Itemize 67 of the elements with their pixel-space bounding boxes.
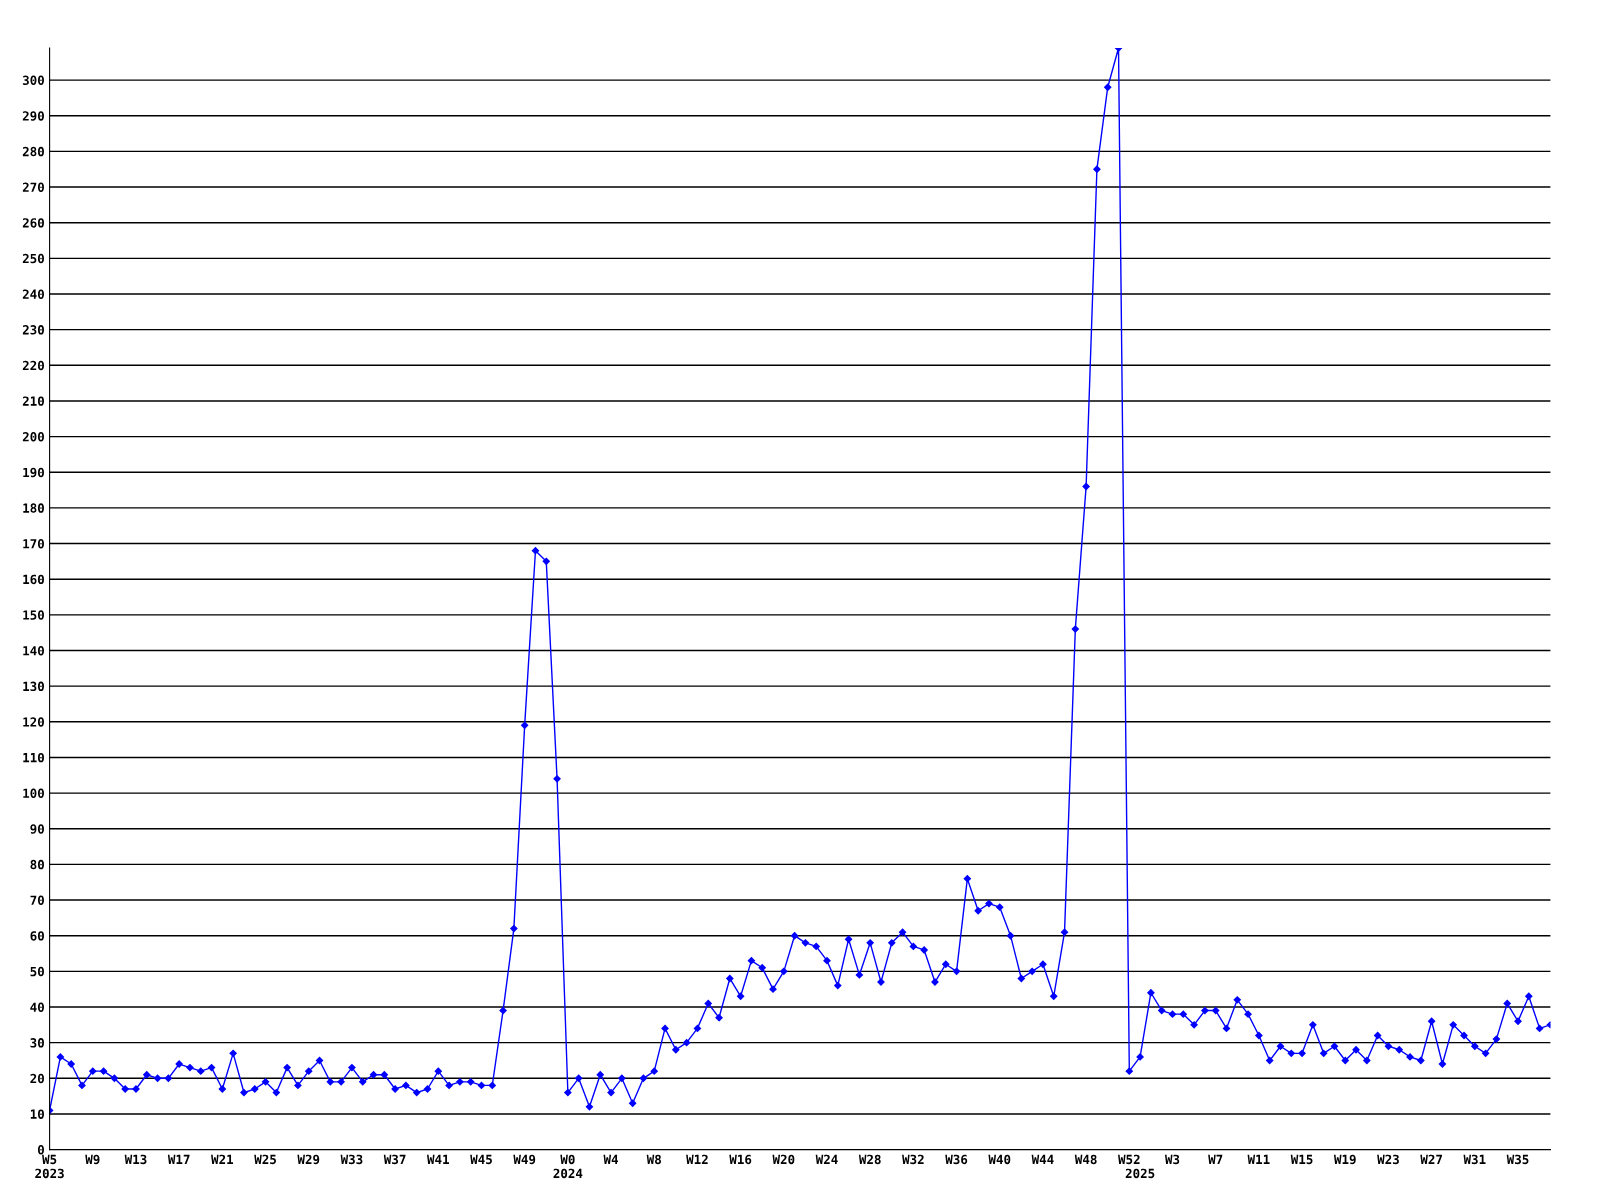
y-tick-label: 110 bbox=[23, 752, 44, 763]
x-tick-label: W11 bbox=[1247, 1154, 1270, 1164]
x-tick-label: W13 bbox=[124, 1154, 147, 1165]
y-tick-label: 200 bbox=[22, 432, 44, 442]
x-tick-label: W23 bbox=[1377, 1154, 1399, 1165]
y-tick-label: 260 bbox=[22, 218, 44, 228]
x-tick-label: W37 bbox=[383, 1154, 406, 1165]
x-tick-label: W49 bbox=[513, 1154, 536, 1165]
y-tick-label: 300 bbox=[22, 75, 44, 86]
y-tick-label: 40 bbox=[30, 1002, 44, 1012]
x-tick-label: W3 bbox=[1164, 1154, 1180, 1165]
y-tick-label: 140 bbox=[23, 645, 44, 656]
x-tick-label: W29 bbox=[297, 1154, 320, 1165]
x-tick-label: W25 bbox=[254, 1154, 276, 1165]
x-tick-label: W8 bbox=[646, 1154, 661, 1165]
y-tick-label: 280 bbox=[22, 146, 44, 157]
y-tick-label: 50 bbox=[30, 966, 44, 977]
x-tick-label: W9 bbox=[85, 1154, 100, 1165]
y-tick-label: 290 bbox=[22, 111, 44, 121]
x-tick-label: W4 bbox=[603, 1154, 619, 1164]
x-tick-label: W17 bbox=[167, 1154, 190, 1164]
x-tick-label: W35 bbox=[1506, 1154, 1529, 1165]
y-tick-label: 80 bbox=[30, 859, 44, 870]
x-tick-label: W40 bbox=[988, 1154, 1011, 1165]
x-tick-label: W5 2023 bbox=[35, 1154, 64, 1179]
y-tick-label: 210 bbox=[22, 396, 44, 406]
y-tick-label: 20 bbox=[30, 1073, 44, 1084]
y-tick-label: 120 bbox=[23, 717, 44, 727]
x-tick-label: W12 bbox=[686, 1154, 708, 1164]
x-tick-label: W0 2024 bbox=[553, 1154, 583, 1179]
y-tick-label: 60 bbox=[30, 931, 44, 941]
x-tick-label: W27 bbox=[1420, 1154, 1442, 1164]
y-tick-label: 240 bbox=[22, 289, 44, 299]
x-tick-label: W32 bbox=[902, 1154, 924, 1165]
x-tick-label: W41 bbox=[427, 1154, 449, 1164]
x-tick-label: W36 bbox=[945, 1154, 968, 1165]
x-tick-label: W48 bbox=[1074, 1154, 1097, 1165]
y-tick-label: 10 bbox=[30, 1109, 44, 1119]
x-tick-label: W31 bbox=[1463, 1154, 1486, 1165]
y-tick-label: 250 bbox=[22, 253, 44, 264]
y-tick-label: 90 bbox=[30, 824, 44, 834]
y-tick-label: 170 bbox=[23, 539, 44, 549]
y-tick-label: 130 bbox=[23, 681, 44, 692]
x-tick-label: W20 bbox=[772, 1154, 795, 1165]
y-tick-label: 230 bbox=[22, 325, 44, 335]
y-tick-label: 30 bbox=[30, 1038, 44, 1048]
x-tick-label: W16 bbox=[729, 1154, 752, 1165]
x-tick-label: W33 bbox=[340, 1154, 363, 1165]
y-tick-label: 160 bbox=[23, 574, 44, 585]
y-tick-label: 150 bbox=[23, 610, 44, 620]
x-tick-label: W45 bbox=[470, 1154, 492, 1165]
x-tick-label: W15 bbox=[1290, 1154, 1313, 1165]
y-tick-label: 190 bbox=[23, 467, 44, 478]
x-tick-label: W28 bbox=[858, 1154, 881, 1165]
x-tick-label: W19 bbox=[1333, 1154, 1356, 1165]
x-tick-label: W44 bbox=[1031, 1154, 1054, 1164]
x-tick-label: 2025 bbox=[1125, 1168, 1155, 1179]
y-tick-label: 0 bbox=[37, 1145, 44, 1155]
x-tick-label: W52 bbox=[1118, 1154, 1140, 1165]
x-tick-label: W24 bbox=[815, 1154, 838, 1164]
y-tick-label: 270 bbox=[22, 182, 44, 192]
x-tick-label: W21 bbox=[211, 1154, 234, 1164]
y-tick-label: 220 bbox=[22, 360, 44, 371]
x-tick-label: W7 bbox=[1208, 1154, 1223, 1164]
y-tick-label: 100 bbox=[23, 788, 44, 799]
y-tick-label: 180 bbox=[23, 503, 44, 513]
y-tick-label: 70 bbox=[30, 895, 44, 905]
